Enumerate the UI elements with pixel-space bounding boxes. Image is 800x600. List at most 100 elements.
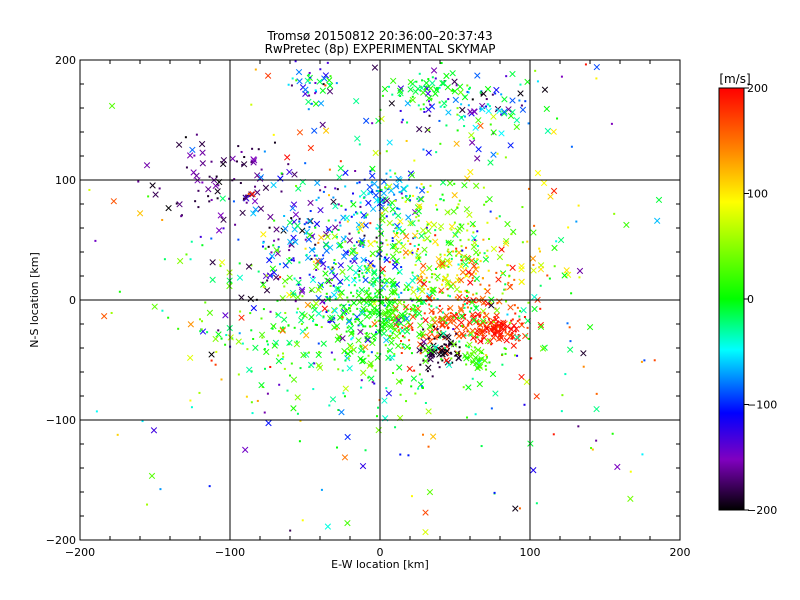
dot-marker xyxy=(425,276,428,279)
dot-marker xyxy=(416,288,419,291)
dot-marker xyxy=(243,156,246,159)
cross-marker xyxy=(368,375,375,382)
cross-marker xyxy=(308,246,316,254)
cross-marker xyxy=(218,259,226,266)
cross-marker xyxy=(370,332,377,339)
dot-marker xyxy=(217,184,220,187)
cross-marker xyxy=(431,319,439,326)
cross-marker xyxy=(395,212,402,219)
dot-marker xyxy=(250,329,253,332)
dot-marker xyxy=(240,150,243,153)
cross-marker xyxy=(286,219,294,226)
cross-marker xyxy=(215,227,223,234)
cross-marker xyxy=(392,306,399,313)
cross-marker xyxy=(486,195,493,203)
dot-marker xyxy=(463,313,466,316)
dot-marker xyxy=(262,241,265,244)
colorbar-tick-label: −100 xyxy=(747,399,777,412)
dot-marker xyxy=(423,312,426,315)
dot-marker xyxy=(451,361,454,364)
dot-marker xyxy=(273,239,276,242)
dot-marker xyxy=(373,282,376,285)
cross-marker xyxy=(313,220,321,228)
dot-marker xyxy=(519,310,522,313)
dot-marker xyxy=(344,235,347,238)
dot-marker xyxy=(388,261,391,264)
dot-marker xyxy=(450,257,453,260)
dot-marker xyxy=(288,257,291,260)
dot-marker xyxy=(340,204,343,207)
dot-marker xyxy=(641,453,644,456)
cross-marker xyxy=(490,324,498,332)
cross-marker xyxy=(319,121,326,128)
dot-marker xyxy=(384,256,387,259)
cross-marker xyxy=(365,199,372,207)
dot-marker xyxy=(276,249,279,252)
dot-marker xyxy=(328,194,331,197)
dot-marker xyxy=(480,330,483,333)
dot-marker xyxy=(341,317,344,320)
dot-marker xyxy=(424,279,427,282)
cross-marker xyxy=(370,205,377,213)
dot-marker xyxy=(445,241,448,244)
dot-marker xyxy=(214,363,217,366)
dot-marker xyxy=(278,383,281,386)
x-axis-label: E-W location [km] xyxy=(331,558,429,571)
dot-marker xyxy=(146,503,149,506)
dot-marker xyxy=(375,415,378,418)
cross-marker xyxy=(372,276,380,283)
dot-marker xyxy=(401,196,404,199)
cross-marker xyxy=(388,289,395,296)
dot-marker xyxy=(411,251,414,254)
dot-marker xyxy=(392,247,395,250)
dot-marker xyxy=(493,491,496,494)
dot-marker xyxy=(359,201,362,204)
dot-marker xyxy=(269,310,272,313)
dot-marker xyxy=(290,259,293,262)
cross-marker xyxy=(421,246,428,253)
dot-marker xyxy=(569,340,572,343)
cross-marker xyxy=(487,338,494,345)
dot-marker xyxy=(353,258,356,261)
cross-marker xyxy=(279,327,286,334)
dot-marker xyxy=(260,317,263,320)
dot-marker xyxy=(483,311,486,314)
dot-marker xyxy=(250,161,253,164)
dot-marker xyxy=(507,264,510,267)
cross-marker xyxy=(314,258,321,265)
cross-marker xyxy=(404,328,411,335)
cross-marker xyxy=(254,172,261,179)
dot-marker xyxy=(193,154,196,157)
dot-marker xyxy=(163,258,166,261)
dot-marker xyxy=(591,448,594,451)
cross-marker xyxy=(226,282,233,290)
dot-marker xyxy=(287,343,290,346)
cross-marker xyxy=(110,198,117,205)
dot-marker xyxy=(215,175,218,178)
dot-marker xyxy=(501,353,504,356)
cross-marker xyxy=(332,203,339,210)
cross-marker xyxy=(463,355,470,362)
dot-marker xyxy=(485,354,488,357)
dot-marker xyxy=(400,192,403,195)
dot-marker xyxy=(468,86,471,89)
cross-marker xyxy=(290,376,298,383)
dot-marker xyxy=(463,95,466,98)
dot-marker xyxy=(359,211,362,214)
dot-marker xyxy=(417,248,420,251)
dot-marker xyxy=(404,310,407,313)
dot-marker xyxy=(477,266,480,269)
dot-marker xyxy=(422,359,425,362)
cross-marker xyxy=(466,319,473,326)
cross-marker xyxy=(379,319,386,327)
dot-marker xyxy=(313,247,316,250)
dot-marker xyxy=(412,194,415,197)
cross-marker xyxy=(468,132,475,139)
dot-marker xyxy=(406,184,409,187)
dot-marker xyxy=(210,160,213,163)
cross-marker xyxy=(501,110,508,117)
cross-marker xyxy=(476,380,483,388)
cross-marker xyxy=(341,454,349,461)
dot-marker xyxy=(481,334,484,337)
cross-marker xyxy=(427,347,435,354)
